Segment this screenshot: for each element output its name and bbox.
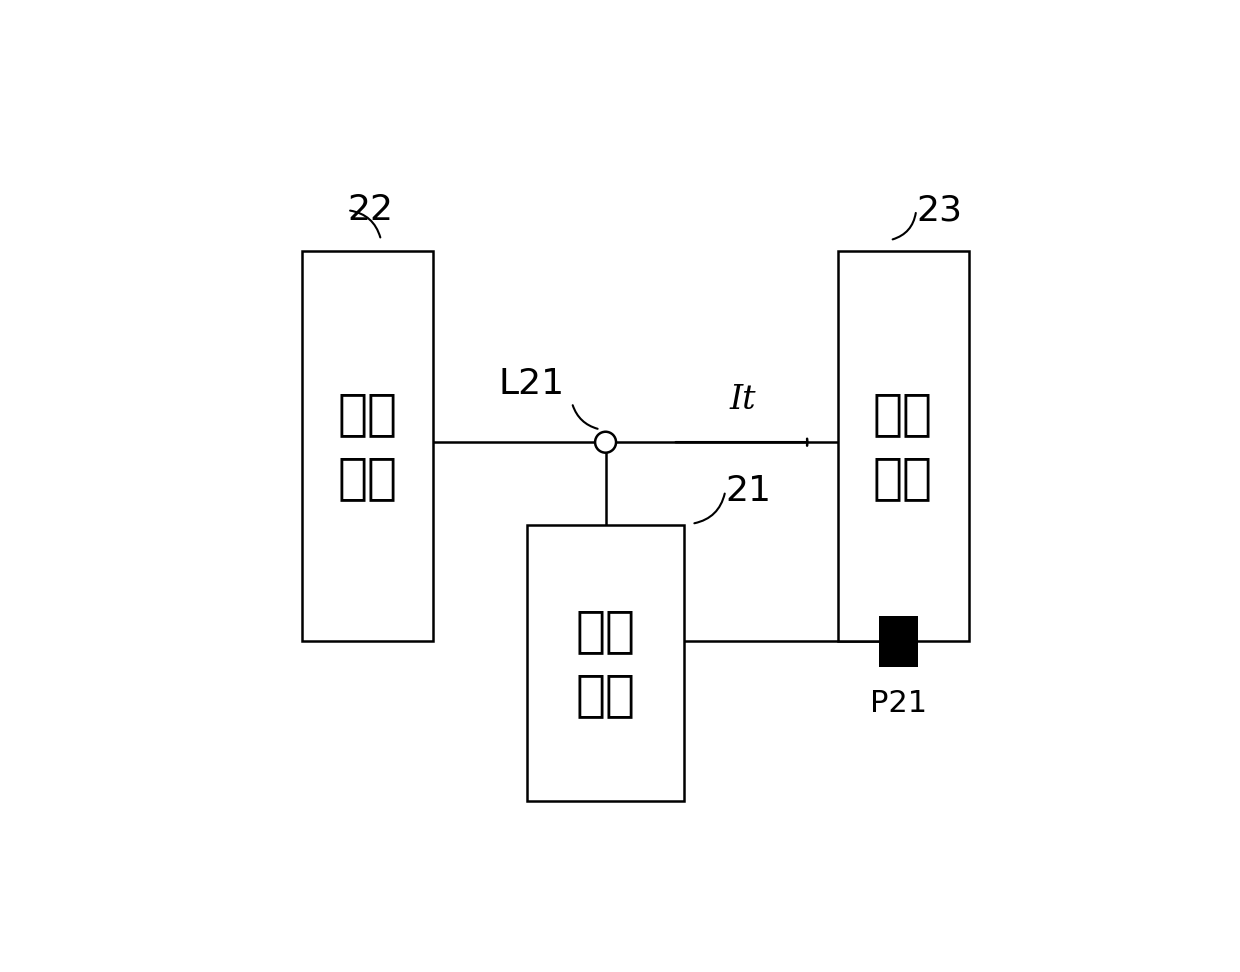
Text: 后端: 后端 (873, 390, 932, 438)
Text: 电路: 电路 (873, 454, 932, 502)
Text: 前端: 前端 (337, 390, 398, 438)
Text: L21: L21 (498, 367, 564, 401)
Text: 电路: 电路 (575, 671, 636, 719)
Text: 检测: 检测 (575, 608, 636, 655)
Circle shape (595, 432, 616, 453)
Text: 21: 21 (725, 474, 771, 507)
Text: P21: P21 (869, 689, 926, 718)
Text: 22: 22 (347, 193, 393, 227)
Bar (879, 616, 918, 667)
Text: 电路: 电路 (337, 454, 398, 502)
Bar (527, 525, 684, 802)
Text: It: It (729, 384, 755, 416)
Bar (837, 252, 968, 641)
Bar (303, 252, 434, 641)
Text: 23: 23 (916, 193, 962, 227)
